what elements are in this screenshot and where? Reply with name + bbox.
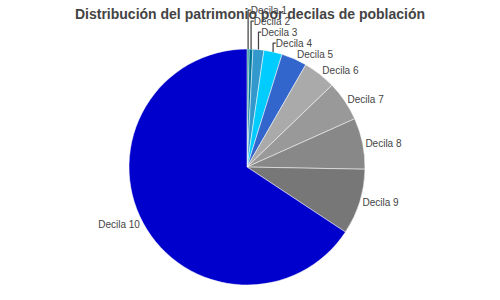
svg-text:Decila 5: Decila 5 [297, 49, 334, 60]
svg-text:Decila 1: Decila 1 [251, 5, 288, 16]
svg-text:Decila 10: Decila 10 [98, 219, 140, 230]
svg-text:Distribución del patrimonio po: Distribución del patrimonio por decilas … [75, 6, 425, 22]
svg-text:Decila 7: Decila 7 [348, 94, 385, 105]
svg-text:Decila 2: Decila 2 [254, 16, 291, 27]
svg-text:Decila 9: Decila 9 [362, 197, 399, 208]
svg-text:Decila 6: Decila 6 [322, 65, 359, 76]
svg-text:Decila 4: Decila 4 [276, 38, 313, 49]
svg-text:Decila 8: Decila 8 [365, 138, 402, 149]
svg-text:Decila 3: Decila 3 [261, 27, 298, 38]
